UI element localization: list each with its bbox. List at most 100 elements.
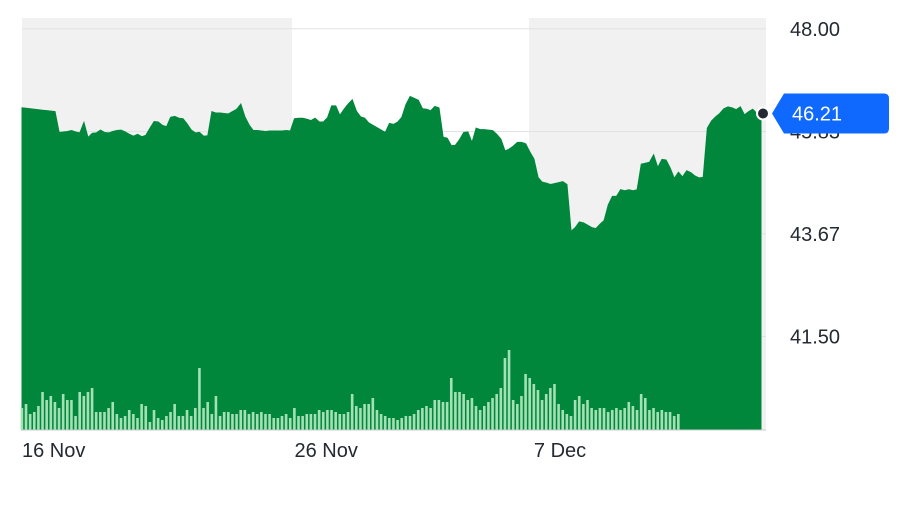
- volume-bar: [297, 416, 300, 430]
- y-axis: 48.00 45.83 43.67 41.50: [790, 19, 840, 349]
- volume-bar: [470, 398, 474, 430]
- volume-bar: [342, 414, 346, 430]
- volume-bar: [421, 408, 424, 430]
- volume-bar: [111, 402, 115, 430]
- volume-bar: [635, 410, 639, 430]
- volume-bar: [338, 414, 342, 430]
- volume-bar: [482, 406, 486, 430]
- volume-bar: [355, 406, 358, 430]
- volume-bar: [243, 410, 247, 430]
- volume-bar: [516, 404, 519, 430]
- volume-bar: [656, 412, 659, 430]
- volume-bar: [540, 400, 544, 430]
- volume-bar: [346, 412, 350, 430]
- volume-bar: [623, 408, 626, 430]
- volume-bar: [532, 384, 536, 430]
- volume-bar: [557, 404, 560, 430]
- volume-bar: [425, 406, 428, 430]
- volume-bar: [433, 400, 437, 430]
- last-price-label: 46.21: [792, 104, 842, 126]
- last-price-badge[interactable]: 46.21: [772, 93, 889, 134]
- volume-bar: [536, 390, 540, 430]
- volume-bar: [553, 384, 556, 430]
- volume-bar: [520, 396, 523, 430]
- volume-bar: [363, 404, 366, 430]
- volume-bar: [528, 378, 531, 430]
- volume-bar: [544, 394, 548, 430]
- volume-bar: [388, 418, 391, 430]
- volume-bar: [148, 422, 152, 430]
- volume-bar: [288, 418, 292, 430]
- volume-bar: [115, 414, 119, 430]
- volume-bar: [20, 408, 24, 430]
- volume-bar: [119, 418, 123, 430]
- volume-bar: [462, 394, 465, 430]
- volume-bar: [152, 410, 156, 430]
- volume-bar: [70, 400, 73, 430]
- volume-bar: [334, 412, 337, 430]
- volume-bar: [648, 410, 651, 430]
- volume-bar: [136, 418, 139, 430]
- price-area: [21, 95, 762, 431]
- volume-bar: [672, 416, 676, 430]
- volume-bar: [160, 420, 164, 430]
- volume-bar: [99, 412, 102, 430]
- volume-bar: [573, 400, 577, 430]
- volume-bar: [602, 408, 606, 430]
- volume-bar: [210, 414, 214, 430]
- volume-bar: [165, 416, 168, 430]
- y-tick-label: 43.67: [790, 224, 840, 246]
- volume-bar: [57, 408, 61, 430]
- volume-bar: [169, 412, 172, 430]
- volume-bar: [326, 410, 329, 430]
- x-tick-label: 7 Dec: [534, 440, 586, 462]
- volume-bar: [231, 414, 234, 430]
- volume-bar: [350, 394, 354, 430]
- volume-bar: [590, 408, 593, 430]
- volume-bar: [449, 378, 453, 430]
- volume-bar: [86, 392, 90, 430]
- volume-bar: [392, 418, 395, 430]
- volume-bar: [28, 414, 32, 430]
- volume-bar: [379, 414, 383, 430]
- volume-bar: [227, 412, 230, 430]
- volume-bar: [305, 414, 309, 430]
- volume-bar: [454, 392, 457, 430]
- volume-bar: [53, 402, 57, 430]
- volume-bar: [495, 394, 498, 430]
- volume-bar: [400, 418, 404, 430]
- volume-bar: [177, 416, 181, 430]
- volume-bar: [49, 396, 53, 430]
- volume-bar: [375, 410, 379, 430]
- volume-bar: [408, 416, 412, 430]
- volume-bar: [74, 416, 77, 430]
- volume-bar: [268, 414, 271, 430]
- x-axis: 16 Nov 26 Nov 7 Dec: [22, 440, 586, 462]
- volume-bar: [615, 408, 618, 430]
- volume-bar: [206, 402, 209, 430]
- volume-bar: [437, 400, 441, 430]
- volume-bar: [123, 416, 127, 430]
- volume-bar: [255, 414, 259, 430]
- volume-bar: [198, 368, 201, 430]
- volume-bar: [569, 416, 573, 430]
- volume-bar: [66, 400, 69, 430]
- volume-bar: [156, 418, 160, 430]
- volume-bar: [586, 400, 589, 430]
- volume-bar: [458, 392, 461, 430]
- x-tick-label: 16 Nov: [22, 440, 85, 462]
- volume-bar: [78, 392, 81, 430]
- volume-bar: [284, 414, 288, 430]
- volume-bar: [251, 412, 255, 430]
- volume-bar: [367, 404, 370, 430]
- volume-bar: [313, 414, 317, 430]
- volume-bar: [61, 394, 65, 430]
- volume-bar: [82, 396, 86, 430]
- volume-bar: [222, 412, 226, 430]
- volume-bar: [507, 350, 511, 430]
- volume-bar: [202, 408, 205, 430]
- volume-bar: [301, 416, 304, 430]
- volume-bar: [24, 404, 28, 430]
- volume-bar: [565, 414, 569, 430]
